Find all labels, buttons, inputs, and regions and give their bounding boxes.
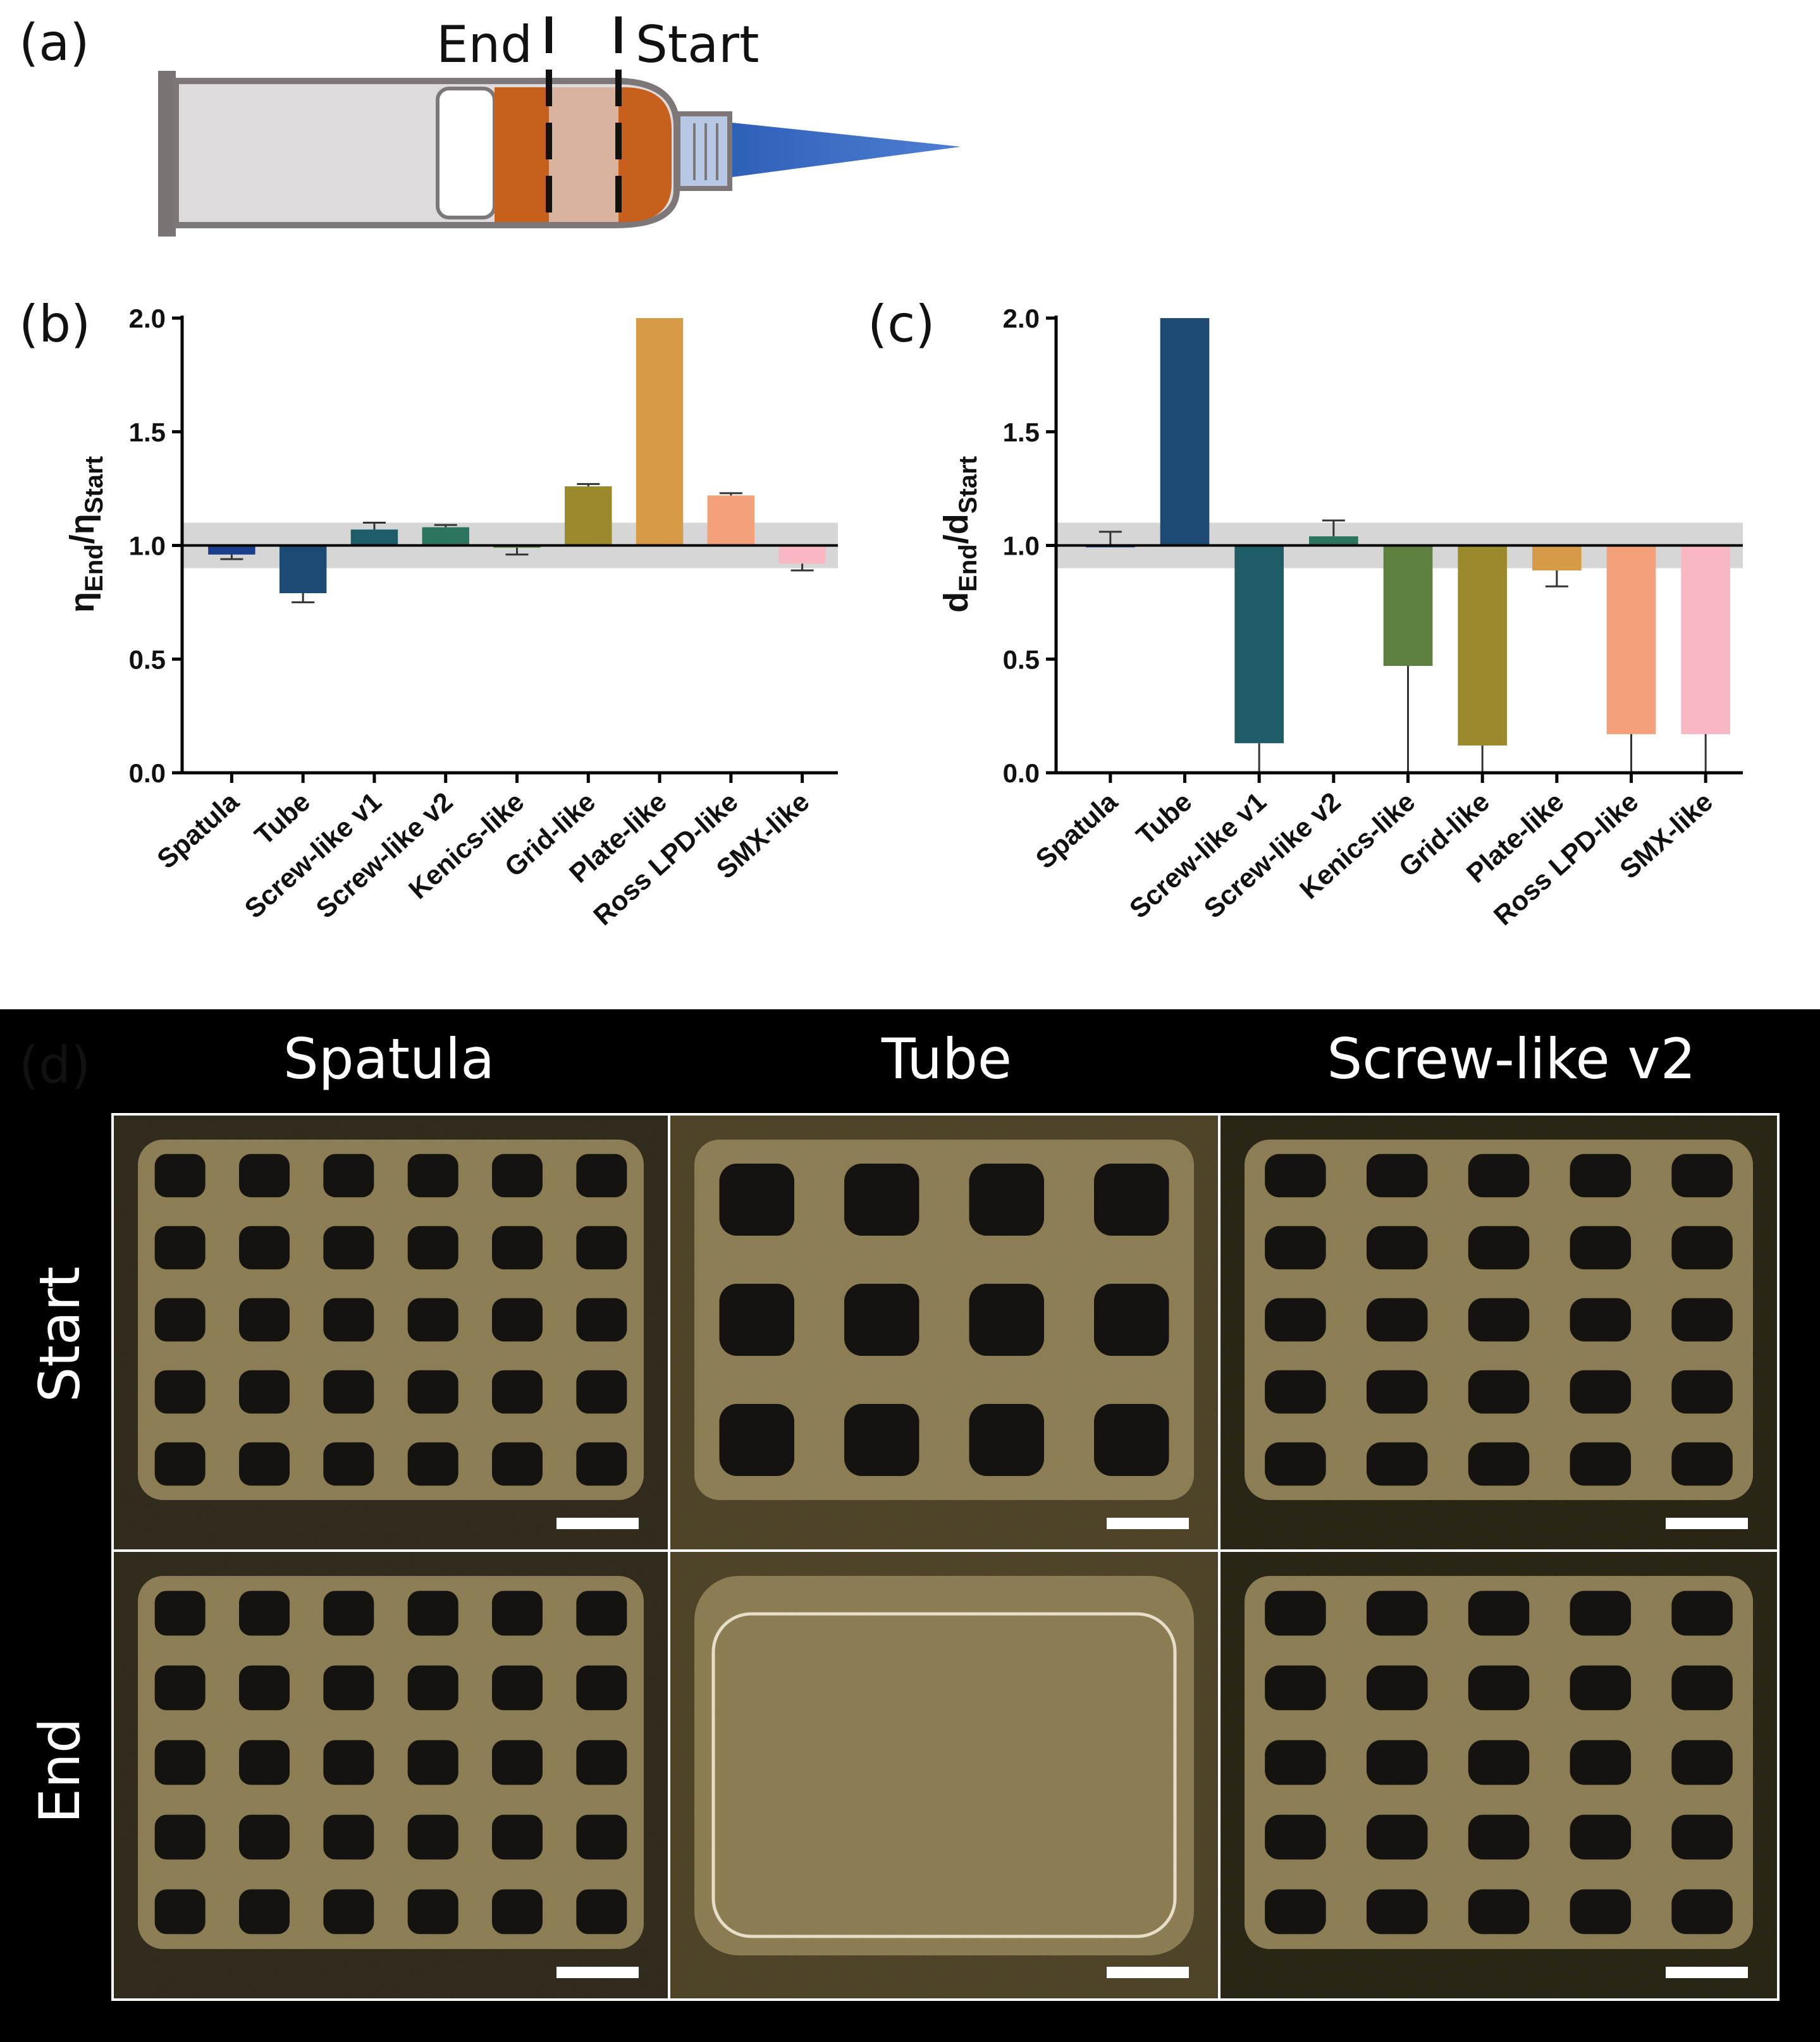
bar-kenics-like (1383, 545, 1433, 667)
panel-a: (a) End Start (19, 13, 961, 237)
column-title-screw-like-v2: Screw-like v2 (1327, 1026, 1695, 1092)
panel-label-c: (c) (868, 295, 935, 354)
bar-plate-like (1532, 545, 1582, 571)
y-tick-label: 0.0 (129, 758, 166, 788)
micrograph-texture (113, 1551, 669, 2000)
bar-screw-like-v2 (1309, 536, 1358, 546)
micrograph-grid (111, 1113, 1780, 2001)
ink-middle-segment (549, 87, 618, 222)
bar-grid-like (1458, 545, 1507, 746)
bar-plate-like (636, 318, 684, 546)
column-title-spatula: Spatula (283, 1026, 495, 1092)
bar-smx-like (1681, 545, 1730, 734)
y-tick-label: 2.0 (1003, 304, 1040, 333)
scale-bar (556, 1518, 639, 1529)
micrograph-screw-like-v2-end (1218, 1549, 1780, 2001)
micrograph-texture (669, 1114, 1219, 1551)
y-tick-label: 1.5 (129, 417, 166, 447)
bar-ross-lpd-like (707, 495, 755, 546)
y-axis-label-c: dEnd/dStart (937, 456, 982, 613)
micrograph-texture (669, 1551, 1219, 2000)
bar-screw-like-v1 (1234, 545, 1284, 744)
bar-screw-like-v2 (422, 527, 469, 546)
scale-bar (556, 1967, 639, 1978)
micrograph-screw-like-v2-start (1218, 1113, 1780, 1552)
bar-tube (279, 545, 327, 593)
bar-grid-like (565, 486, 612, 546)
micrograph-spatula-start (111, 1113, 670, 1552)
panel-label-d: (d) (19, 1036, 90, 1095)
row-title-start: Start (27, 1267, 92, 1403)
end-label: End (436, 15, 532, 74)
y-tick-label: 0.5 (1003, 644, 1040, 674)
row-title-end: End (27, 1718, 92, 1823)
panel-label-b: (b) (19, 295, 90, 354)
bar-spatula (208, 545, 255, 555)
panel-d: (d) Spatula Tube Screw-like v2 Start End (0, 1009, 1820, 2042)
micrograph-spatula-end (111, 1549, 670, 2001)
y-tick-label: 0.0 (1003, 758, 1040, 788)
y-tick-label: 2.0 (129, 304, 166, 333)
x-tick-label-spatula: Spatula (1030, 786, 1124, 875)
bar-ross-lpd-like (1606, 545, 1656, 734)
x-tick-label-spatula: Spatula (152, 786, 245, 875)
y-tick-label: 1.0 (1003, 531, 1040, 561)
scale-bar (1107, 1518, 1189, 1529)
ink-end-segment (495, 87, 549, 222)
bar-screw-like-v1 (350, 529, 398, 546)
scale-bar (1666, 1967, 1748, 1978)
ink-start-segment (618, 87, 672, 222)
bar-tube (1160, 318, 1210, 546)
scale-bar (1666, 1518, 1748, 1529)
y-axis-label-b: ηEnd/ηStart (63, 456, 108, 613)
y-tick-label: 1.0 (129, 531, 166, 561)
nozzle-adapter (675, 111, 732, 191)
panel-label-a: (a) (19, 13, 89, 72)
x-tick-label-tube: Tube (1131, 787, 1198, 851)
micrograph-texture (113, 1114, 669, 1551)
micrograph-texture (1219, 1551, 1778, 2000)
needle-tip (732, 123, 961, 177)
micrograph-tube-start (668, 1113, 1221, 1552)
bar-smx-like (778, 545, 826, 564)
column-title-tube: Tube (881, 1026, 1012, 1092)
start-label: Start (636, 15, 759, 74)
scale-bar (1107, 1967, 1189, 1978)
y-tick-label: 0.5 (129, 644, 166, 674)
micrograph-tube-end (668, 1549, 1221, 2001)
micrograph-border (1218, 1549, 1780, 2001)
y-tick-label: 1.5 (1003, 417, 1040, 447)
plunger-head (436, 87, 496, 219)
micrograph-texture (1219, 1114, 1778, 1551)
